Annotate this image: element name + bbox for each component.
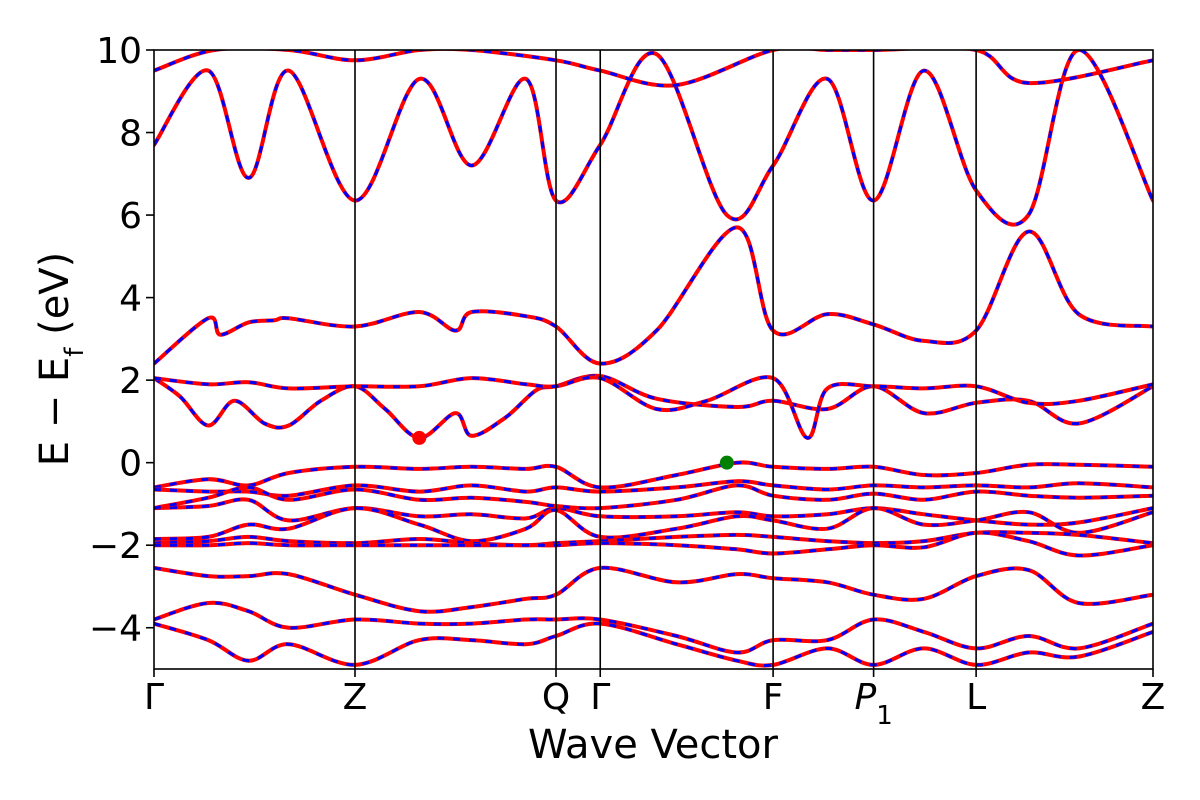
y-axis-label-main: E − E xyxy=(32,357,78,467)
x-tick-label: Z xyxy=(343,677,368,718)
band-13-line xyxy=(154,225,1153,366)
high-symmetry-lines xyxy=(354,50,977,669)
y-tick-label: 0 xyxy=(119,444,142,485)
band-8-dashed-line xyxy=(154,460,1153,489)
bands-layer xyxy=(154,50,1153,668)
band-edge-marker-2 xyxy=(719,455,734,470)
y-tick-label: −2 xyxy=(89,526,142,567)
y-tick-label: 2 xyxy=(119,361,142,402)
x-tick-label: L xyxy=(966,677,986,718)
markers-layer xyxy=(412,430,734,470)
y-tick-label: −4 xyxy=(89,609,142,650)
x-tick-label: Q xyxy=(542,677,570,718)
band-12-dashed-line xyxy=(154,375,1153,440)
band-5-line xyxy=(154,565,1153,614)
band-11-dashed-line xyxy=(154,374,1153,440)
x-tick-label: P1 xyxy=(854,677,892,731)
band-7-line xyxy=(154,621,1153,668)
y-axis-label-unit: (eV) xyxy=(32,252,78,348)
y-tick-label: 8 xyxy=(119,114,142,155)
band-8-line xyxy=(154,460,1153,490)
x-tick-label: Γ xyxy=(590,677,610,718)
band-5-dashed-line xyxy=(154,566,1153,614)
band-13-dashed-line xyxy=(154,225,1153,366)
band-14-dashed-line xyxy=(154,50,1153,227)
band-10-dashed-line xyxy=(154,483,1153,510)
band-2-dashed-line xyxy=(154,506,1153,543)
y-tick-label: 6 xyxy=(119,196,142,237)
band-6-line xyxy=(154,600,1153,655)
x-axis-label: Wave Vector xyxy=(528,722,779,768)
plot-frame xyxy=(153,49,1154,670)
x-axis: Γ Z Q Γ F P1 L Z xyxy=(144,669,1165,731)
y-axis-label-sub: f xyxy=(60,347,90,357)
x-tick-label: Γ xyxy=(144,677,164,718)
y-tick-label: 10 xyxy=(96,31,142,72)
band-14-line xyxy=(154,50,1153,227)
band-12-line xyxy=(154,375,1153,440)
y-axis: −4 −2 0 2 4 6 8 10 xyxy=(89,31,154,650)
band-4-line xyxy=(154,530,1153,558)
band-9-dashed-line xyxy=(154,479,1153,498)
band-15-dashed-line xyxy=(154,50,1153,88)
band-4-dashed-line xyxy=(154,531,1153,558)
x-tick-label: Z xyxy=(1141,677,1166,718)
y-axis-label: E − Ef (eV) xyxy=(32,252,90,467)
band-edge-marker-1 xyxy=(412,430,427,445)
y-tick-label: 4 xyxy=(119,279,142,320)
x-tick-label: F xyxy=(763,677,784,718)
band-6-dashed-line xyxy=(154,601,1153,655)
